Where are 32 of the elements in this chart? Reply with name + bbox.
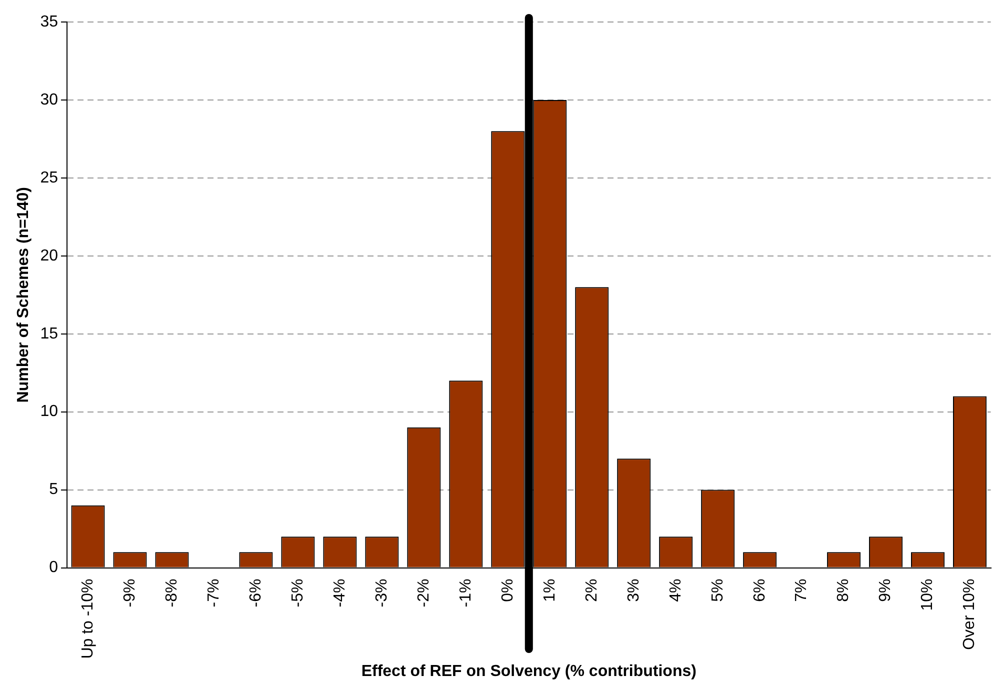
x-tick-label: -4%: [331, 578, 348, 608]
x-tick-label: 9%: [877, 578, 894, 602]
x-tick-label: 8%: [835, 578, 852, 602]
y-axis-title: Number of Schemes (n=140): [15, 187, 32, 403]
x-tick-label: 4%: [667, 578, 684, 602]
x-tick-label: -7%: [205, 578, 222, 608]
x-axis-title: Effect of REF on Solvency (% contributions): [361, 662, 696, 680]
x-tick-label: -2%: [415, 578, 432, 608]
x-tick-label: 10%: [919, 578, 936, 611]
x-tick-label: Up to -10%: [79, 578, 96, 659]
x-tick-label: -9%: [121, 578, 138, 608]
x-tick-label: Over 10%: [961, 578, 978, 650]
x-tick-label: 0%: [499, 578, 516, 602]
y-tick-label: 5: [49, 481, 58, 498]
x-tick-label: 3%: [625, 578, 642, 602]
x-tick-label: -1%: [457, 578, 474, 608]
y-tick-label: 20: [40, 247, 58, 264]
y-tick-label: 30: [40, 91, 58, 108]
y-tick-label: 15: [40, 325, 58, 342]
x-tick-label: -5%: [289, 578, 306, 608]
x-tick-label: 5%: [709, 578, 726, 602]
y-tick-label: 25: [40, 169, 58, 186]
x-tick-label: -8%: [163, 578, 180, 608]
x-tick-label: -6%: [247, 578, 264, 608]
x-tick-label: -3%: [373, 578, 390, 608]
y-tick-label: 0: [49, 559, 58, 576]
y-tick-label: 35: [40, 13, 58, 30]
x-tick-label: 7%: [793, 578, 810, 602]
x-tick-label: 1%: [541, 578, 558, 602]
y-tick-label: 10: [40, 403, 58, 420]
x-tick-label: 2%: [583, 578, 600, 602]
x-tick-label: 6%: [751, 578, 768, 602]
